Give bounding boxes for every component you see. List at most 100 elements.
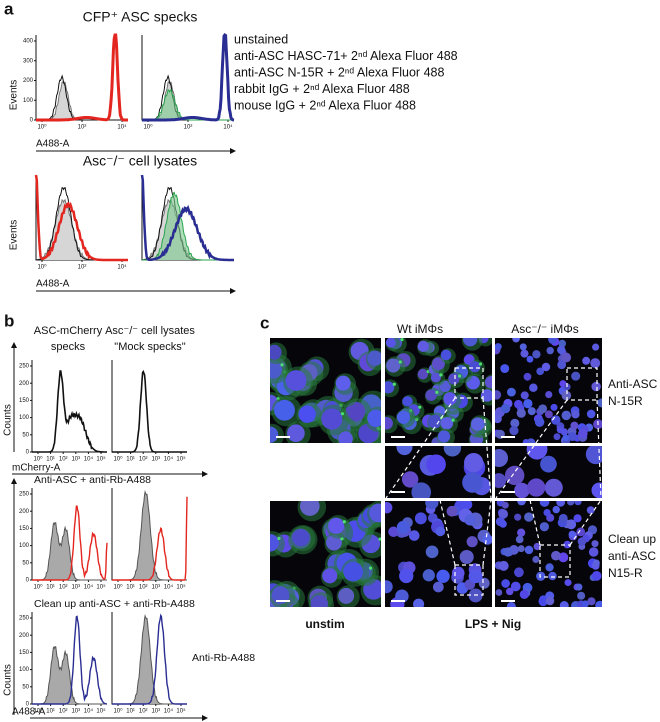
nucleus <box>437 430 451 443</box>
nucleus <box>440 416 454 430</box>
nucleus <box>573 514 582 523</box>
nucleus <box>345 401 366 422</box>
x-tick-label: 10⁴ <box>84 708 94 715</box>
nucleus <box>556 501 566 507</box>
nucleus <box>495 343 502 351</box>
nucleus <box>498 509 509 519</box>
histogram-fill <box>36 82 128 120</box>
nucleus <box>558 513 568 523</box>
speck <box>457 374 462 378</box>
nucleus <box>517 545 525 553</box>
nucleus <box>544 410 553 419</box>
nucleus <box>577 537 587 546</box>
speck <box>451 418 455 422</box>
x-tick-label: 10³ <box>71 585 80 591</box>
nucleus <box>422 569 435 582</box>
nucleus <box>574 501 582 506</box>
axis-title: Events <box>9 80 20 111</box>
histogram <box>32 522 107 581</box>
nucleus <box>432 581 444 593</box>
y-tick-label: 400 <box>23 39 34 45</box>
nucleus <box>367 409 381 428</box>
speck <box>435 390 439 394</box>
speck <box>439 373 443 377</box>
nucleus <box>464 514 476 526</box>
nucleus <box>545 563 554 572</box>
nucleus <box>581 600 589 607</box>
column-header: Asc⁻/⁻ iMΦs <box>511 322 579 336</box>
speck <box>478 362 483 366</box>
histogram <box>32 370 107 453</box>
legend-entry: rabbit IgG + 2ⁿᵈ Alexa Fluor 488 <box>234 82 410 96</box>
x-tick-label: 10¹ <box>126 709 135 715</box>
nucleus <box>469 361 481 373</box>
speck <box>342 520 346 524</box>
panel-title: CFP⁺ ASC specks <box>83 9 198 25</box>
row-label: Clean up <box>608 532 656 546</box>
nucleus <box>495 390 502 400</box>
nucleus <box>550 403 558 411</box>
nucleus <box>546 346 554 355</box>
nucleus <box>591 571 602 581</box>
axis-title: A488-A <box>36 139 70 150</box>
y-tick-label: 0 <box>26 702 30 708</box>
y-tick-label: 100 <box>19 543 30 549</box>
y-tick-label: 50 <box>22 560 29 566</box>
nucleus <box>510 418 520 428</box>
nucleus <box>561 390 572 401</box>
nucleus <box>534 417 545 427</box>
nucleus <box>385 381 395 394</box>
nucleus <box>576 527 586 537</box>
x-tick-label: 10¹ <box>46 457 55 463</box>
nucleus <box>548 338 557 344</box>
nucleus <box>495 449 509 468</box>
nucleus <box>503 547 513 557</box>
x-tick-label: 10² <box>78 265 87 271</box>
x-tick-label: 10⁴ <box>84 584 94 591</box>
nucleus <box>517 528 526 537</box>
nucleus <box>274 399 295 421</box>
nucleus <box>466 536 478 548</box>
nucleus <box>526 446 548 460</box>
speck <box>392 382 396 386</box>
nucleus <box>501 579 510 588</box>
nucleus <box>570 421 579 430</box>
nucleus <box>328 517 345 534</box>
speck <box>398 360 402 364</box>
nucleus <box>448 373 460 385</box>
nucleus <box>271 586 290 604</box>
row-label: Anti-ASC + anti-Rb-A488 <box>34 474 151 486</box>
nucleus <box>413 598 425 607</box>
x-tick-label: 10² <box>139 457 148 463</box>
nucleus <box>526 438 536 443</box>
micrograph <box>270 501 381 607</box>
y-tick-label: 300 <box>23 58 34 64</box>
nucleus <box>385 580 393 594</box>
nucleus <box>417 368 429 380</box>
y-tick-label: 250 <box>19 364 30 370</box>
nucleus <box>529 383 538 392</box>
nucleus <box>385 417 393 430</box>
arrow-head <box>230 148 236 154</box>
speck <box>280 363 284 367</box>
nucleus <box>562 434 570 442</box>
nucleus <box>411 482 432 498</box>
nucleus <box>514 567 524 578</box>
nucleus <box>451 566 465 580</box>
x-tick-label: 10⁴ <box>164 584 174 591</box>
x-tick-label: 10³ <box>71 709 80 715</box>
nucleus <box>561 352 572 363</box>
column-header: "Mock specks" <box>114 341 185 353</box>
nucleus <box>478 577 490 589</box>
nucleus <box>536 571 546 581</box>
x-tick-label: 10⁰ <box>37 124 47 131</box>
nucleus <box>545 596 555 606</box>
nucleus <box>385 501 393 514</box>
y-tick-label: 200 <box>19 509 30 515</box>
nucleus <box>499 520 507 528</box>
y-tick-label: 200 <box>19 633 30 639</box>
nucleus <box>578 428 588 439</box>
axis <box>31 360 107 453</box>
nucleus <box>586 409 596 419</box>
nucleus <box>425 501 439 510</box>
